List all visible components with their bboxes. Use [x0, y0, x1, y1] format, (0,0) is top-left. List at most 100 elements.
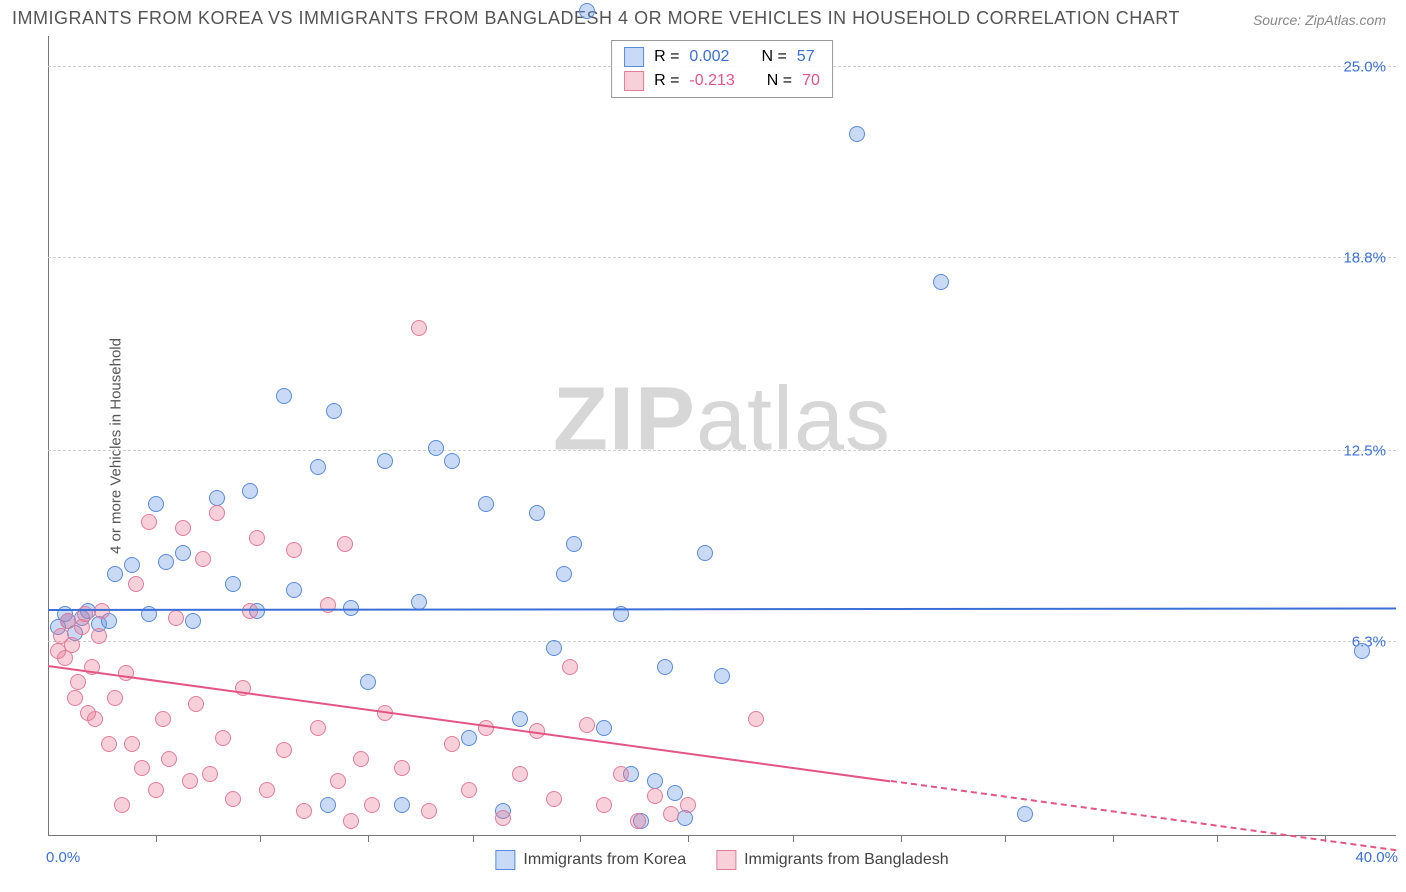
data-point — [556, 566, 572, 582]
data-point — [118, 665, 134, 681]
data-point — [134, 760, 150, 776]
data-point — [128, 576, 144, 592]
gridline — [48, 450, 1396, 451]
data-point — [320, 797, 336, 813]
data-point — [680, 797, 696, 813]
data-point — [566, 536, 582, 552]
gridline — [48, 257, 1396, 258]
watermark-rest: atlas — [696, 370, 891, 470]
data-point — [1017, 806, 1033, 822]
data-point — [512, 711, 528, 727]
r-label: R = — [654, 69, 679, 93]
data-point — [613, 766, 629, 782]
data-point — [748, 711, 764, 727]
data-point — [242, 603, 258, 619]
x-tick — [473, 836, 474, 842]
data-point — [168, 610, 184, 626]
x-tick — [1217, 836, 1218, 842]
chart-title: IMMIGRANTS FROM KOREA VS IMMIGRANTS FROM… — [12, 8, 1180, 29]
data-point — [124, 557, 140, 573]
data-point — [94, 603, 110, 619]
data-point — [182, 773, 198, 789]
data-point — [209, 505, 225, 521]
legend-stats-box: R = 0.002 N = 57 R = -0.213 N = 70 — [611, 40, 833, 98]
r-label: R = — [654, 45, 679, 69]
x-tick — [368, 836, 369, 842]
y-tick-label: 25.0% — [1343, 58, 1386, 75]
legend-bottom: Immigrants from KoreaImmigrants from Ban… — [495, 850, 948, 870]
data-point — [546, 640, 562, 656]
data-point — [337, 536, 353, 552]
data-point — [124, 736, 140, 752]
data-point — [596, 797, 612, 813]
x-min-label: 0.0% — [46, 849, 80, 866]
watermark: ZIPatlas — [553, 369, 891, 472]
data-point — [428, 440, 444, 456]
data-point — [310, 459, 326, 475]
gridline — [48, 641, 1396, 642]
data-point — [657, 659, 673, 675]
data-point — [202, 766, 218, 782]
data-point — [353, 751, 369, 767]
data-point — [225, 576, 241, 592]
data-point — [596, 720, 612, 736]
legend-swatch-icon — [716, 850, 736, 870]
data-point — [107, 690, 123, 706]
source-label: Source: ZipAtlas.com — [1253, 12, 1386, 28]
data-point — [70, 674, 86, 690]
data-point — [286, 582, 302, 598]
data-point — [394, 797, 410, 813]
data-point — [647, 788, 663, 804]
data-point — [529, 505, 545, 521]
data-point — [296, 803, 312, 819]
r-value-0: 0.002 — [689, 45, 729, 69]
data-point — [394, 760, 410, 776]
x-axis — [48, 835, 1396, 836]
data-point — [478, 496, 494, 512]
x-tick — [156, 836, 157, 842]
data-point — [364, 797, 380, 813]
data-point — [91, 628, 107, 644]
x-tick — [1113, 836, 1114, 842]
data-point — [175, 545, 191, 561]
plot-area: ZIPatlas 6.3%12.5%18.8%25.0% R = 0.002 N… — [48, 36, 1396, 836]
legend-label: Immigrants from Bangladesh — [744, 851, 949, 869]
data-point — [161, 751, 177, 767]
r-value-1: -0.213 — [689, 69, 734, 93]
data-point — [444, 736, 460, 752]
legend-stats-row-0: R = 0.002 N = 57 — [624, 45, 820, 69]
data-point — [215, 730, 231, 746]
data-point — [330, 773, 346, 789]
data-point — [512, 766, 528, 782]
n-value-0: 57 — [797, 45, 815, 69]
x-tick — [580, 836, 581, 842]
data-point — [158, 554, 174, 570]
data-point — [67, 690, 83, 706]
data-point — [411, 320, 427, 336]
data-point — [225, 791, 241, 807]
n-value-1: 70 — [802, 69, 820, 93]
data-point — [276, 742, 292, 758]
data-point — [148, 496, 164, 512]
data-point — [188, 696, 204, 712]
x-max-label: 40.0% — [1355, 849, 1398, 866]
data-point — [175, 520, 191, 536]
data-point — [343, 813, 359, 829]
watermark-bold: ZIP — [553, 370, 696, 470]
data-point — [663, 806, 679, 822]
legend-swatch-icon — [495, 850, 515, 870]
data-point — [495, 810, 511, 826]
data-point — [242, 483, 258, 499]
data-point — [461, 730, 477, 746]
n-label: N = — [767, 69, 792, 93]
data-point — [320, 597, 336, 613]
data-point — [326, 403, 342, 419]
data-point — [87, 711, 103, 727]
data-point — [195, 551, 211, 567]
data-point — [630, 813, 646, 829]
data-point — [310, 720, 326, 736]
data-point — [647, 773, 663, 789]
y-axis — [48, 36, 49, 836]
data-point — [562, 659, 578, 675]
data-point — [360, 674, 376, 690]
